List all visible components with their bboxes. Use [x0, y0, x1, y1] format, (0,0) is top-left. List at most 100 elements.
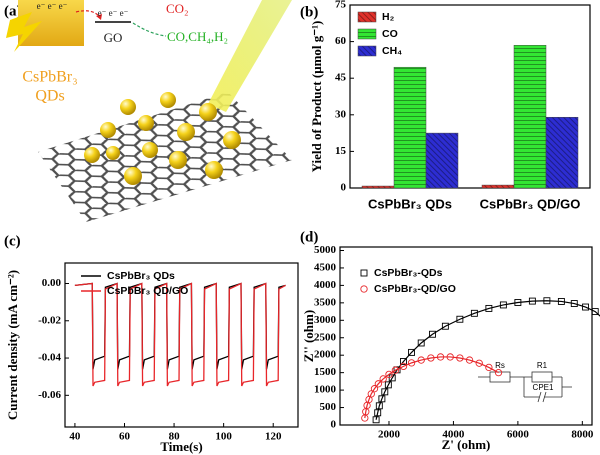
- marker: [528, 297, 536, 305]
- y-axis-label: Z'' (ohm): [301, 310, 316, 362]
- y-tick-label: 2000: [314, 349, 337, 361]
- bar: [425, 132, 459, 189]
- electrons: e⁻ e⁻ e⁻: [98, 8, 129, 18]
- bar: [513, 45, 547, 189]
- inset-label: R1: [537, 361, 548, 370]
- marker: [370, 385, 379, 393]
- x-tick-label: 120: [265, 431, 282, 443]
- marker: [374, 409, 382, 417]
- y-tick-label: 75: [335, 0, 347, 11]
- marker: [384, 381, 392, 389]
- inset-label: CPE1: [533, 383, 554, 392]
- bar: [393, 66, 427, 189]
- marker: [427, 354, 435, 362]
- legend-marker: [360, 285, 368, 293]
- inset-label: Rs: [495, 361, 505, 370]
- legend-label: CsPbBr₃ QD/GO: [107, 285, 188, 297]
- plot-frame: [339, 246, 593, 426]
- marker: [446, 353, 454, 361]
- marker: [499, 301, 507, 309]
- circuit-inset: [478, 371, 572, 403]
- light-beam: [208, 0, 292, 112]
- y-tick-label: 2500: [314, 331, 337, 343]
- y-tick-label: 0.00: [42, 277, 62, 289]
- graphene: [38, 92, 292, 222]
- panel-label: (c): [4, 233, 21, 249]
- x-tick-label: 60: [119, 431, 131, 443]
- panel-label: (d): [300, 229, 318, 245]
- y-tick-label: 4000: [314, 279, 337, 291]
- marker: [374, 380, 382, 388]
- marker: [399, 362, 408, 371]
- y-tick-label: 0: [331, 419, 337, 431]
- marker: [372, 416, 380, 424]
- plot-frame: [349, 4, 591, 189]
- legend-swatch: [357, 45, 377, 57]
- fit-line: [375, 300, 600, 420]
- marker: [485, 304, 493, 312]
- x-tick-label: 6000: [507, 429, 530, 441]
- electrons: e⁻ e⁻ e⁻: [37, 1, 68, 11]
- marker: [385, 370, 393, 379]
- marker: [582, 303, 590, 311]
- marker: [543, 297, 551, 305]
- marker: [417, 339, 425, 347]
- marker: [367, 390, 375, 398]
- marker: [465, 356, 474, 364]
- x-tick-label: 100: [215, 431, 232, 443]
- marker: [391, 366, 400, 374]
- marker: [470, 309, 478, 317]
- legend-marker: [360, 269, 368, 277]
- marker: [570, 300, 578, 307]
- y-tick-label: -0.02: [38, 314, 61, 326]
- arrow-head: [96, 14, 102, 20]
- legend-label: CsPbBr₃-QDs: [374, 267, 443, 279]
- marker: [557, 297, 565, 305]
- x-tick-label: 8000: [571, 429, 594, 441]
- legend-label: CH₄: [382, 45, 402, 57]
- marker: [456, 354, 464, 362]
- panel-a: (a) e⁻ e⁻ e⁻ e⁻ e⁻ e⁻ GO CO₂ CO,CH₄,H₂ C…: [4, 0, 292, 222]
- plot-frame: [64, 262, 299, 428]
- y-tick-label: 3500: [314, 296, 337, 308]
- marker: [485, 363, 493, 372]
- marker: [514, 299, 522, 306]
- marker: [475, 359, 483, 367]
- x-tick-label: 4000: [442, 429, 465, 441]
- y-axis-label: Current density (mA cm⁻²): [5, 270, 20, 420]
- y-tick-label: 5000: [314, 244, 337, 256]
- y-tick-label: 4500: [314, 261, 337, 273]
- bar: [361, 185, 395, 189]
- products: CO,CH₄,H₂: [167, 29, 228, 44]
- line-series: [74, 282, 286, 387]
- marker: [429, 330, 436, 338]
- marker: [400, 358, 407, 365]
- marker: [494, 368, 503, 377]
- go-label: GO: [104, 30, 123, 45]
- qd-band: [18, 0, 84, 46]
- marker: [436, 353, 445, 361]
- y-tick-label: 3000: [314, 314, 337, 326]
- panel-label: (a): [4, 3, 22, 19]
- bar: [545, 116, 579, 189]
- legend-label: CsPbBr₃-QD/GO: [374, 283, 456, 295]
- y-tick-label: 15: [335, 145, 347, 157]
- qd-label: CsPbBr₃: [22, 69, 77, 86]
- bar: [481, 184, 515, 189]
- marker: [379, 375, 387, 383]
- legend-label: CO: [382, 28, 398, 40]
- x-tick-label: CsPbBr₃ QD/GO: [480, 196, 581, 211]
- marker: [408, 348, 415, 356]
- marker: [417, 356, 425, 364]
- marker: [375, 402, 383, 410]
- y-tick-label: -0.06: [38, 389, 61, 401]
- quantum-dots: [84, 92, 241, 185]
- x-tick-label: CsPbBr₃ QDs: [368, 196, 452, 211]
- legend-swatch: [357, 11, 377, 23]
- y-tick-label: 0: [341, 182, 347, 194]
- y-tick-label: 45: [335, 72, 347, 84]
- panel-label: (b): [300, 4, 318, 20]
- marker: [381, 388, 389, 396]
